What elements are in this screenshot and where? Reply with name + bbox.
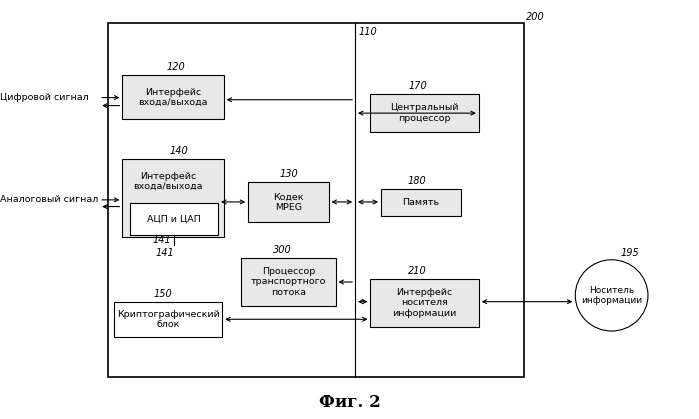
Text: Центральный
процессор: Центральный процессор xyxy=(390,103,459,123)
Text: Память: Память xyxy=(403,198,440,207)
FancyBboxPatch shape xyxy=(248,182,329,222)
Text: Интерфейс
входа/выхода: Интерфейс входа/выхода xyxy=(134,172,203,191)
Text: 110: 110 xyxy=(359,27,377,37)
Text: 141: 141 xyxy=(155,248,174,258)
Text: 195: 195 xyxy=(621,248,640,258)
FancyBboxPatch shape xyxy=(122,159,224,237)
FancyBboxPatch shape xyxy=(114,302,222,337)
FancyBboxPatch shape xyxy=(241,258,336,306)
Text: 150: 150 xyxy=(154,289,173,299)
Text: 210: 210 xyxy=(408,266,426,276)
Text: 170: 170 xyxy=(408,81,427,91)
Text: Криптографический
блок: Криптографический блок xyxy=(117,310,219,329)
Text: 140: 140 xyxy=(170,146,189,156)
FancyBboxPatch shape xyxy=(370,94,479,132)
Text: Цифровой сигнал: Цифровой сигнал xyxy=(0,93,89,102)
FancyBboxPatch shape xyxy=(122,75,224,119)
Text: 130: 130 xyxy=(280,169,298,179)
FancyBboxPatch shape xyxy=(108,23,524,377)
Text: Кодек
MPEG: Кодек MPEG xyxy=(273,192,303,212)
Text: Носитель
информации: Носитель информации xyxy=(581,286,642,305)
FancyBboxPatch shape xyxy=(130,203,218,235)
Text: 120: 120 xyxy=(166,62,185,72)
FancyBboxPatch shape xyxy=(370,279,479,327)
Text: АЦП и ЦАП: АЦП и ЦАП xyxy=(147,215,201,223)
Text: 200: 200 xyxy=(526,12,545,22)
FancyBboxPatch shape xyxy=(381,189,461,216)
Ellipse shape xyxy=(575,260,648,331)
Text: 141: 141 xyxy=(152,235,171,245)
Text: Процессор
транспортного
потока: Процессор транспортного потока xyxy=(251,267,326,297)
Text: Фиг. 2: Фиг. 2 xyxy=(319,393,380,411)
Text: 300: 300 xyxy=(273,245,291,255)
Text: Аналоговый сигнал: Аналоговый сигнал xyxy=(0,195,99,204)
Text: Интерфейс
носителя
информации: Интерфейс носителя информации xyxy=(392,288,457,318)
Text: Интерфейс
входа/выхода: Интерфейс входа/выхода xyxy=(138,88,208,107)
Text: 180: 180 xyxy=(408,176,426,186)
